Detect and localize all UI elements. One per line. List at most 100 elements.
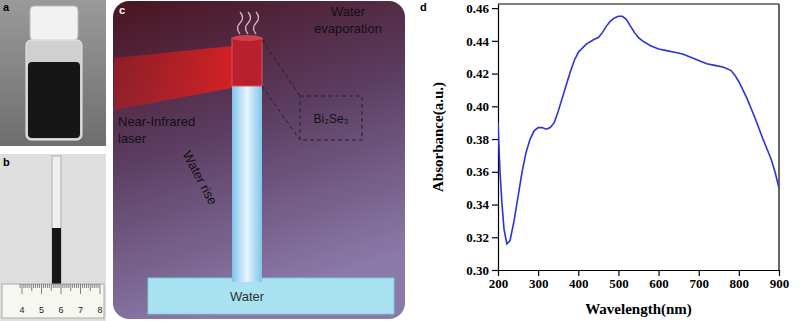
ruler-mark — [47, 284, 48, 288]
ruler-mark — [74, 284, 75, 288]
ruler-mark — [84, 284, 85, 288]
ruler-mark — [39, 284, 40, 288]
tick: 0.44 — [466, 33, 498, 48]
ruler-mark — [49, 284, 50, 288]
axis-line — [499, 270, 780, 271]
tick-label: 0.42 — [466, 66, 489, 81]
tick: 0.30 — [466, 263, 498, 278]
tick-mark — [578, 270, 579, 276]
tick-label: 0.34 — [466, 197, 489, 212]
tick-mark — [498, 270, 499, 276]
tick-label: 400 — [569, 276, 589, 291]
panel-label: d — [420, 1, 427, 13]
ruler-mark — [86, 284, 87, 288]
vapor — [238, 12, 243, 34]
ruler-mark — [80, 284, 81, 294]
tick-label: 0.30 — [466, 263, 489, 278]
tick-label: 0.44 — [466, 33, 489, 48]
y-axis: 0.30 0.32 0.34 0.36 0.38 0.40 0.42 0.44 0.46 — [466, 1, 498, 278]
panel-c: WaterevaporationNear-InfraredlaserBi₂Se₃… — [113, 1, 405, 319]
ruler-mark — [62, 284, 63, 288]
ruler-mark — [92, 284, 93, 288]
ruler-mark — [53, 284, 54, 288]
ruler-mark — [68, 284, 69, 288]
panel-label: a — [3, 1, 10, 13]
ruler-mark — [78, 284, 79, 288]
tick-mark — [492, 237, 498, 238]
tick-mark — [618, 270, 619, 276]
panel-a: a — [0, 0, 106, 146]
tick: 600 — [649, 270, 669, 291]
ruler-mark — [66, 284, 67, 288]
ruler-mark — [27, 284, 28, 288]
absorbance-line — [498, 16, 779, 244]
tick: 0.42 — [466, 66, 498, 81]
tick-label: 0.32 — [466, 230, 489, 245]
water-bath — [148, 278, 394, 314]
vial-cap — [30, 6, 78, 40]
ruler-mark — [59, 284, 60, 288]
zoom-line — [262, 40, 300, 96]
ruler-mark — [22, 284, 23, 294]
tick-label: 0.46 — [466, 1, 489, 16]
ruler-mark — [94, 284, 95, 288]
tick-mark — [492, 73, 498, 74]
panel-b: 45678b — [0, 154, 106, 321]
vapor — [254, 12, 259, 34]
ruler-mark — [88, 284, 89, 288]
tick-label: 0.36 — [466, 164, 489, 179]
tube-filling — [52, 228, 61, 284]
tick-label: 700 — [689, 276, 709, 291]
ruler-mark — [100, 284, 101, 294]
ruler-mark — [96, 284, 97, 288]
tick-mark — [779, 270, 780, 276]
water-column — [232, 86, 262, 282]
ruler-label: 4 — [19, 305, 24, 315]
tick-mark — [492, 106, 498, 107]
tick-label: 800 — [730, 276, 750, 291]
tick-mark — [492, 139, 498, 140]
tick-mark — [658, 270, 659, 276]
x-axis-title: Wavelength(nm) — [585, 301, 692, 318]
diagram-text: Water rise — [180, 148, 221, 207]
glass-tube — [52, 156, 61, 284]
ruler-mark — [98, 284, 99, 288]
tick: 400 — [569, 270, 589, 291]
tick: 800 — [730, 270, 750, 291]
panel-label: c — [119, 4, 125, 16]
ruler-mark — [33, 284, 34, 288]
ruler-label: 7 — [78, 305, 83, 315]
tick: 500 — [609, 270, 629, 291]
photo-background — [0, 154, 106, 321]
tick-mark — [699, 270, 700, 276]
diagram-text: Near-Infrared — [118, 114, 195, 129]
tick: 0.40 — [466, 99, 498, 114]
ruler-mark — [61, 284, 62, 294]
absorber-layer — [232, 38, 262, 86]
vapor — [246, 12, 251, 34]
tick: 0.34 — [466, 197, 498, 212]
tick: 0.38 — [466, 132, 498, 147]
ruler-mark — [25, 284, 26, 288]
ruler-mark — [43, 284, 44, 288]
diagram-text: evaporation — [314, 21, 382, 36]
ruler-mark — [45, 284, 46, 288]
zoom-line — [262, 86, 300, 140]
tick-label: 0.40 — [466, 99, 489, 114]
ruler-mark — [57, 284, 58, 288]
tick-label: 300 — [529, 276, 549, 291]
tick-mark — [492, 41, 498, 42]
ruler-mark — [70, 284, 71, 291]
figure: a45678bWaterevaporationNear-Infraredlase… — [0, 0, 809, 321]
y-axis-title: Absorbance(a.u.) — [430, 82, 447, 192]
diagram-background — [113, 1, 405, 319]
tick-mark — [492, 270, 498, 271]
plot-frame — [498, 3, 779, 4]
ruler-mark — [76, 284, 77, 288]
zoom-box — [300, 96, 362, 140]
ruler — [2, 284, 104, 318]
diagram-text: Water — [331, 4, 366, 19]
ruler-mark — [20, 284, 21, 288]
tick: 200 — [489, 270, 509, 291]
panel-d: d2003004005006007008009000.300.320.340.3… — [420, 1, 789, 318]
